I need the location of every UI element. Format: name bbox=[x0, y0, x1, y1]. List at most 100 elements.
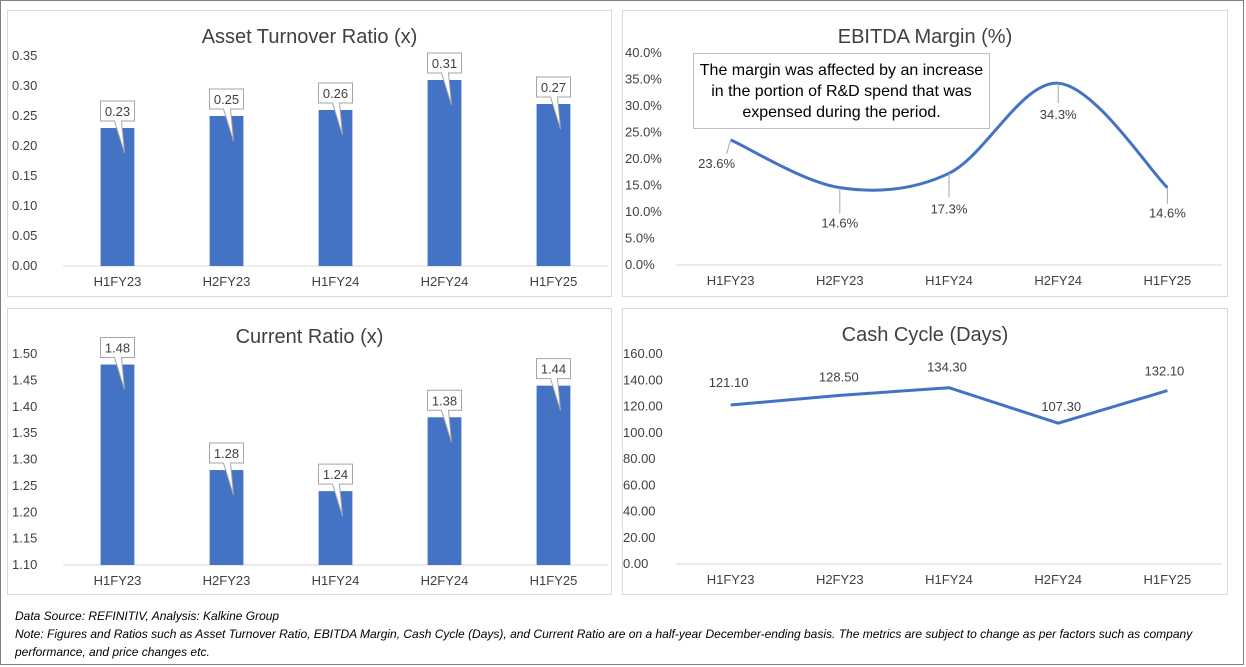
series-line bbox=[730, 386, 1168, 425]
x-tick-label: H1FY23 bbox=[707, 273, 755, 288]
y-tick-label: 0.10 bbox=[12, 198, 37, 213]
asset-turnover-plot: 0.00 0.05 0.10 0.15 0.20 0.25 0.30 0.35 H1FY23 H2… bbox=[12, 48, 608, 289]
y-tick-label: 0.25 bbox=[12, 108, 37, 123]
data-label: 17.3% bbox=[931, 201, 968, 216]
annotation-box: The margin was affected by an increase i… bbox=[693, 53, 990, 129]
bar bbox=[100, 364, 135, 565]
bar bbox=[318, 491, 353, 565]
y-tick-label: 1.30 bbox=[12, 452, 37, 467]
y-tick-label: 0.00 bbox=[12, 258, 37, 273]
bar bbox=[427, 80, 462, 266]
data-label: 14.6% bbox=[821, 216, 858, 231]
data-label: 14.6% bbox=[1149, 206, 1186, 221]
chart-title: EBITDA Margin (%) bbox=[837, 26, 1013, 48]
y-tick-label: 140.00 bbox=[623, 372, 663, 387]
data-label: 1.44 bbox=[541, 362, 566, 377]
y-tick-label: 0.00 bbox=[623, 556, 648, 571]
y-tick-label: 1.50 bbox=[12, 346, 37, 361]
x-tick-label: H2FY24 bbox=[1034, 273, 1082, 288]
y-tick-label: 20.0% bbox=[625, 151, 662, 166]
bar bbox=[536, 104, 571, 266]
x-tick-label: H1FY24 bbox=[925, 572, 973, 587]
chart-title: Asset Turnover Ratio (x) bbox=[201, 26, 418, 48]
x-tick-label: H2FY24 bbox=[421, 573, 469, 588]
data-label: 0.31 bbox=[432, 56, 457, 71]
y-tick-label: 60.00 bbox=[623, 477, 656, 492]
data-label-box bbox=[209, 88, 244, 142]
data-label-box bbox=[536, 76, 571, 130]
y-tick-label: 40.0% bbox=[625, 45, 662, 60]
x-tick-label: H1FY23 bbox=[94, 573, 142, 588]
x-tick-label: H2FY24 bbox=[1034, 572, 1082, 587]
y-tick-label: 0.0% bbox=[625, 257, 655, 272]
chart-title: Current Ratio (x) bbox=[235, 326, 384, 348]
bar bbox=[209, 470, 244, 565]
y-tick-label: 5.0% bbox=[625, 231, 655, 246]
y-tick-label: 10.0% bbox=[625, 204, 662, 219]
data-label: 0.26 bbox=[323, 86, 348, 101]
bar bbox=[318, 110, 353, 266]
data-label: 132.10 bbox=[1145, 364, 1185, 379]
bar bbox=[427, 417, 462, 565]
x-tick-label: H2FY23 bbox=[816, 572, 864, 587]
y-tick-label: 80.00 bbox=[623, 451, 656, 466]
data-label-box bbox=[318, 463, 353, 517]
y-tick-label: 40.00 bbox=[623, 504, 656, 519]
x-tick-label: H1FY25 bbox=[1144, 273, 1192, 288]
data-label-box bbox=[100, 100, 135, 154]
cash-cycle-chart: Cash Cycle (Days) 0.00 20.00 40.00 60.00 80.… bbox=[622, 308, 1228, 595]
data-label-box bbox=[100, 337, 135, 390]
y-tick-label: 0.20 bbox=[12, 138, 37, 153]
data-label-box bbox=[427, 52, 462, 106]
y-tick-label: 120.00 bbox=[623, 399, 663, 414]
current-ratio-plot: 1.10 1.15 1.20 1.25 1.30 1.35 1.40 1.45 1.50 H1FY… bbox=[12, 337, 608, 588]
asset-turnover-chart: Asset Turnover Ratio (x) 0.00 0.05 0.10 0.1… bbox=[7, 10, 612, 297]
y-tick-label: 1.40 bbox=[12, 399, 37, 414]
x-tick-label: H1FY23 bbox=[707, 572, 755, 587]
leader-line bbox=[726, 139, 732, 155]
y-tick-label: 20.00 bbox=[623, 530, 656, 545]
y-tick-label: 1.20 bbox=[12, 504, 37, 519]
x-tick-label: H1FY25 bbox=[530, 274, 578, 289]
data-label: 1.24 bbox=[323, 467, 348, 482]
y-tick-label: 0.05 bbox=[12, 228, 37, 243]
x-tick-label: H1FY25 bbox=[1144, 572, 1192, 587]
data-label: 0.23 bbox=[105, 104, 130, 119]
data-label-box bbox=[427, 389, 462, 443]
data-label: 1.48 bbox=[105, 341, 130, 356]
x-tick-label: H1FY23 bbox=[94, 274, 142, 289]
y-tick-label: 100.00 bbox=[623, 425, 663, 440]
cash-cycle-plot: 0.00 20.00 40.00 60.00 80.00 100.00 120.00 140.… bbox=[623, 346, 1222, 587]
chart-title: Cash Cycle (Days) bbox=[841, 324, 1009, 346]
data-source-text: Data Source: REFINITIV, Analysis: Kalkin… bbox=[15, 609, 280, 623]
bar bbox=[100, 128, 135, 266]
ebitda-margin-chart: EBITDA Margin (%) 0.0% 5.0% 10.0% 15.0% 20.0… bbox=[622, 10, 1228, 297]
x-tick-label: H1FY25 bbox=[530, 573, 578, 588]
y-tick-label: 1.45 bbox=[12, 372, 37, 387]
y-tick-label: 160.00 bbox=[623, 346, 663, 361]
y-tick-label: 0.35 bbox=[12, 48, 37, 63]
bar bbox=[209, 116, 244, 266]
y-tick-label: 1.10 bbox=[12, 557, 37, 572]
data-label: 128.50 bbox=[819, 369, 859, 384]
x-tick-label: H2FY23 bbox=[203, 573, 251, 588]
x-tick-label: H1FY24 bbox=[925, 273, 973, 288]
x-tick-label: H1FY24 bbox=[312, 573, 360, 588]
data-label-box bbox=[318, 82, 353, 136]
data-label: 23.6% bbox=[698, 156, 735, 171]
y-tick-label: 0.15 bbox=[12, 168, 37, 183]
y-tick-label: 15.0% bbox=[625, 178, 662, 193]
x-tick-label: H2FY24 bbox=[421, 274, 469, 289]
data-label: 0.25 bbox=[214, 92, 239, 107]
y-tick-label: 35.0% bbox=[625, 72, 662, 87]
x-tick-label: H2FY23 bbox=[203, 274, 251, 289]
data-label: 0.27 bbox=[541, 80, 566, 95]
series-line bbox=[729, 81, 1169, 192]
data-label-box bbox=[209, 442, 244, 496]
data-label: 107.30 bbox=[1041, 399, 1081, 414]
current-ratio-chart: Current Ratio (x) 1.10 1.15 1.20 1.25 1.30 1.… bbox=[7, 308, 612, 595]
y-tick-label: 0.30 bbox=[12, 78, 37, 93]
x-tick-label: H1FY24 bbox=[312, 274, 360, 289]
ebitda-margin-plot: 0.0% 5.0% 10.0% 15.0% 20.0% 25.0% 30.0% 35.0% 40… bbox=[625, 45, 1222, 288]
